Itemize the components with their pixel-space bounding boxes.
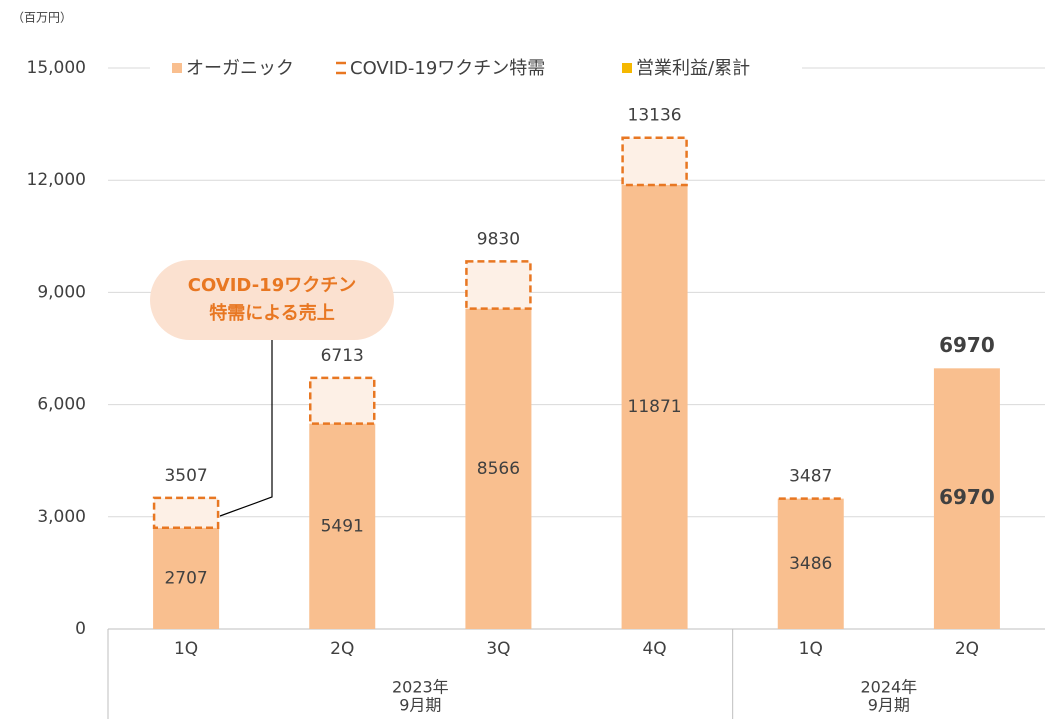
bar-covid (621, 136, 688, 187)
value-label: 2707 (164, 568, 207, 588)
value-label: 11871 (628, 397, 682, 417)
bar-organic (309, 423, 376, 629)
group-label: 2023年 (392, 678, 449, 697)
total-label: 6713 (321, 346, 364, 366)
unit-label: （百万円） (12, 11, 72, 25)
group-label: 9月期 (399, 696, 441, 715)
x-tick-label: 2Q (330, 639, 354, 659)
legend-label: COVID-19ワクチン特需 (350, 58, 545, 79)
x-tick-label: 2Q (955, 639, 979, 659)
total-label: 9830 (477, 229, 520, 249)
total-label: 6970 (939, 333, 995, 357)
bar-organic (933, 368, 1000, 629)
bar-covid (152, 496, 220, 530)
y-tick-label: 3,000 (37, 507, 86, 527)
x-tick-label: 3Q (486, 639, 510, 659)
y-tick-label: 0 (75, 619, 86, 639)
legend-label: 営業利益/累計 (636, 58, 750, 79)
bar-organic (465, 308, 532, 629)
total-label: 13136 (628, 106, 682, 126)
y-tick-label: 15,000 (27, 58, 86, 78)
x-tick-label: 1Q (799, 639, 823, 659)
bar-covid (465, 260, 532, 310)
group-label: 9月期 (868, 696, 910, 715)
bar-covid (309, 376, 376, 425)
legend-swatch (622, 63, 632, 73)
bar-organic (777, 498, 844, 629)
legend-bg (150, 55, 802, 81)
y-tick-label: 6,000 (37, 395, 86, 415)
bar-organic (153, 527, 220, 629)
annotation-leader (219, 338, 273, 517)
y-tick-label: 12,000 (27, 170, 86, 190)
value-label: 8566 (477, 459, 520, 479)
annotation-text: 特需による売上 (209, 302, 334, 324)
value-label: 3486 (789, 554, 832, 574)
bar-organic (621, 185, 688, 629)
total-label: 3487 (789, 467, 832, 487)
value-label: 5491 (321, 516, 364, 536)
y-tick-label: 9,000 (37, 282, 86, 302)
total-label: 3507 (164, 466, 207, 486)
annotation-text: COVID-19ワクチン (188, 275, 356, 296)
x-tick-label: 1Q (174, 639, 198, 659)
value-label: 6970 (939, 485, 995, 509)
annotation-bubble (150, 260, 394, 340)
legend-label: オーガニック (186, 58, 294, 79)
group-label: 2024年 (860, 678, 917, 697)
legend-swatch (172, 63, 182, 73)
x-tick-label: 4Q (642, 639, 666, 659)
